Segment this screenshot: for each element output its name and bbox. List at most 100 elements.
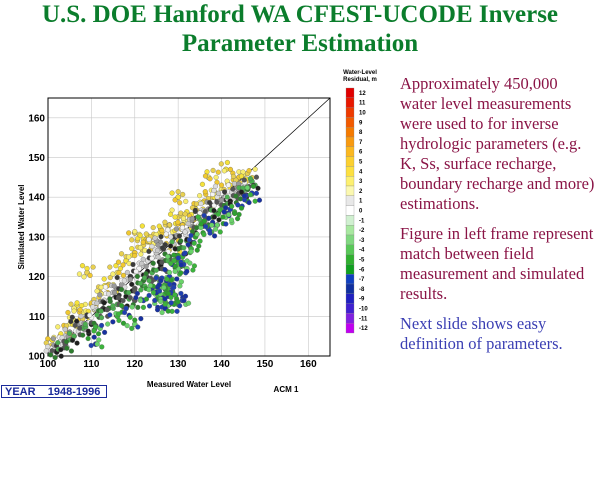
y-tick-label: 100	[28, 352, 45, 363]
scatter-point	[94, 341, 100, 347]
colorbar-level-label: 6	[359, 150, 363, 156]
scatter-point	[168, 234, 174, 240]
colorbar-title-line2: Residual, m	[343, 77, 377, 83]
scatter-point	[191, 240, 197, 246]
scatter-point	[140, 239, 146, 245]
scatter-point	[82, 321, 88, 327]
scatter-point	[130, 261, 136, 268]
scatter-point	[159, 228, 165, 234]
scatter-point	[101, 276, 107, 282]
scatter-point	[107, 312, 113, 318]
scatter-point	[139, 260, 145, 267]
scatter-point	[210, 167, 216, 173]
scatter-point	[94, 300, 100, 306]
scatter-point	[146, 236, 152, 243]
bullet-measurements: Approximately 450,000 water level measur…	[400, 74, 595, 213]
colorbar-swatch	[345, 264, 355, 275]
colorbar-level-label: 1	[359, 199, 363, 205]
scatter-point	[111, 283, 117, 289]
scatter-point	[62, 326, 68, 332]
scatter-point	[139, 223, 145, 229]
scatter-point	[224, 194, 230, 200]
scatter-point	[211, 214, 217, 220]
scatter-point	[105, 291, 112, 297]
scatter-point	[112, 289, 118, 296]
colorbar-level-label: 8	[359, 130, 363, 136]
scatter-point	[127, 276, 133, 282]
scatter-point	[152, 297, 158, 303]
scatter-point	[206, 215, 212, 221]
scatter-point	[77, 325, 83, 331]
scatter-point	[177, 283, 183, 289]
slide-title-line2: Parameter Estimation	[181, 30, 419, 57]
colorbar-level-label: 0	[359, 209, 363, 215]
scatter-point	[165, 290, 171, 297]
scatter-point	[176, 233, 183, 239]
colorbar-swatch	[345, 313, 355, 324]
colorbar-level-label: 11	[359, 101, 366, 107]
scatter-point	[175, 219, 181, 225]
scatter-point	[201, 231, 207, 238]
scatter-point	[137, 245, 143, 251]
scatter-point	[178, 270, 184, 276]
scatter-point	[192, 207, 198, 213]
scatter-point	[64, 345, 70, 351]
scatter-point	[137, 297, 143, 303]
scatter-point	[197, 238, 203, 244]
scatter-point	[72, 322, 78, 328]
scatter-point	[173, 226, 179, 232]
scatter-point	[146, 278, 152, 284]
scatter-point	[225, 182, 232, 188]
scatter-point	[227, 166, 233, 172]
colorbar-level-label: -10	[359, 307, 368, 313]
scatter-point	[181, 215, 187, 221]
x-tick-label: 110	[83, 359, 100, 370]
x-axis-label: Measured Water Level	[147, 380, 231, 389]
scatter-point	[132, 229, 138, 235]
scatter-point	[135, 324, 141, 330]
acm-annotation: ACM 1	[274, 385, 299, 394]
scatter-point	[178, 262, 184, 268]
scatter-point	[68, 348, 74, 354]
colorbar-level-label: -11	[359, 316, 368, 322]
scatter-point	[81, 274, 87, 280]
scatter-point	[126, 230, 132, 236]
scatter-chart: 100 110 120 130 140 150 1601001101201301401501…	[17, 70, 377, 394]
scatter-point	[143, 296, 150, 302]
colorbar-swatch	[345, 127, 355, 138]
scatter-point	[214, 199, 220, 205]
scatter-point	[203, 224, 209, 230]
scatter-point	[171, 252, 177, 258]
scatter-point	[213, 174, 219, 180]
scatter-point	[207, 200, 213, 206]
scatter-point	[153, 275, 159, 281]
scatter-point	[197, 193, 203, 199]
scatter-point	[220, 214, 226, 220]
scatter-point	[146, 287, 152, 293]
colorbar: 1211109876543210-1-2-3-4-5-6-7-8-9-10-11…	[345, 87, 368, 334]
scatter-point	[114, 275, 120, 281]
y-tick-label: 150	[28, 153, 45, 164]
scatter-point	[194, 225, 200, 231]
scatter-point	[165, 308, 171, 314]
scatter-point	[215, 190, 222, 196]
scatter-point	[110, 319, 116, 325]
scatter-point	[105, 321, 111, 327]
colorbar-level-label: -12	[359, 326, 368, 332]
scatter-point	[195, 214, 201, 220]
scatter-point	[175, 255, 181, 261]
scatter-point	[207, 228, 213, 234]
colorbar-level-label: -1	[359, 218, 365, 224]
scatter-point	[163, 231, 169, 237]
scatter-point	[124, 323, 130, 329]
scatter-point	[153, 267, 159, 273]
x-tick-label: 140	[213, 359, 230, 370]
scatter-point	[218, 182, 225, 188]
colorbar-swatch	[345, 254, 355, 265]
scatter-point	[198, 221, 204, 227]
colorbar-swatch	[345, 244, 355, 255]
colorbar-title-line1: Water-Level	[343, 70, 377, 76]
colorbar-level-label: -9	[359, 297, 365, 303]
scatter-points	[43, 159, 263, 361]
scatter-point	[143, 231, 149, 237]
